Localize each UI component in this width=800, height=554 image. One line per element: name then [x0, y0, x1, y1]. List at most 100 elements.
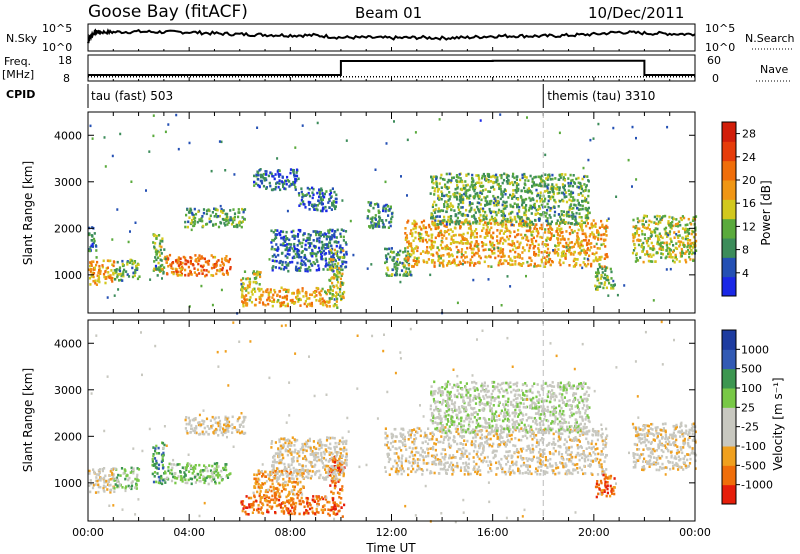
data-cell — [117, 288, 120, 291]
data-cell — [584, 234, 587, 238]
data-cell — [390, 273, 394, 276]
data-cell — [589, 138, 592, 142]
data-cell — [339, 282, 342, 286]
data-cell — [209, 214, 212, 218]
data-cell — [511, 197, 514, 200]
data-cell — [632, 218, 635, 222]
data-cell — [637, 243, 641, 247]
data-cell — [242, 277, 245, 280]
data-cell — [692, 259, 695, 262]
data-cell — [535, 264, 538, 268]
data-cell — [446, 252, 449, 256]
data-cell — [443, 218, 446, 222]
data-cell — [288, 247, 291, 250]
data-cell — [474, 242, 477, 246]
data-cell — [193, 224, 196, 227]
data-cell — [225, 269, 229, 273]
data-cell — [167, 257, 170, 260]
data-cell — [191, 467, 195, 471]
data-cell — [278, 179, 281, 182]
data-cell — [563, 195, 566, 199]
data-cell — [494, 256, 497, 260]
data-cell — [682, 243, 685, 247]
data-cell — [284, 261, 287, 264]
data-cell — [264, 475, 267, 478]
data-cell — [395, 273, 398, 276]
ytick-label: 3000 — [54, 176, 82, 189]
data-cell — [181, 267, 184, 270]
data-cell — [539, 182, 542, 185]
data-cell — [457, 203, 460, 206]
data-cell — [601, 267, 604, 271]
data-cell — [315, 507, 318, 511]
data-cell — [546, 255, 549, 258]
data-cell — [406, 255, 410, 259]
data-cell — [664, 226, 668, 230]
data-cell — [523, 222, 526, 225]
data-cell — [434, 225, 437, 228]
data-cell — [440, 173, 443, 177]
data-cell — [509, 243, 512, 246]
data-cell — [456, 251, 459, 254]
data-cell — [443, 215, 446, 219]
data-cell — [291, 298, 294, 302]
data-cell — [547, 230, 551, 233]
data-cell — [453, 226, 456, 230]
data-cell — [153, 233, 156, 237]
data-cell — [410, 229, 413, 232]
data-cell — [299, 304, 302, 307]
data-cell — [196, 478, 199, 482]
data-cell — [286, 243, 289, 246]
data-cell — [248, 285, 251, 289]
data-cell — [492, 231, 495, 235]
data-cell — [156, 249, 159, 253]
data-cell — [546, 223, 549, 227]
data-cell — [239, 431, 242, 435]
data-cell — [334, 485, 337, 488]
data-cell — [572, 265, 575, 268]
data-cell — [259, 275, 262, 279]
data-cell — [109, 488, 112, 492]
data-cell — [227, 221, 230, 224]
data-cell — [302, 295, 305, 298]
data-cell — [537, 232, 540, 235]
data-cell — [445, 210, 448, 214]
colorbar-tick-label: 8 — [742, 244, 749, 257]
data-cell — [280, 510, 283, 513]
data-cell — [414, 236, 417, 240]
data-cell — [333, 273, 336, 276]
data-cell — [656, 234, 659, 238]
data-cell — [121, 279, 124, 282]
data-cell — [404, 232, 407, 235]
data-cell — [208, 427, 211, 430]
data-cell — [489, 243, 492, 246]
data-cell — [152, 464, 155, 467]
data-cell — [545, 258, 548, 262]
data-cell — [275, 182, 278, 185]
data-cell — [278, 169, 281, 173]
data-cell — [370, 263, 373, 266]
data-cell — [182, 467, 186, 470]
data-cell — [446, 246, 449, 249]
data-cell — [673, 231, 676, 234]
data-cell — [525, 176, 528, 179]
data-cell — [415, 225, 418, 229]
data-cell — [201, 432, 204, 436]
data-cell — [186, 431, 189, 435]
data-cell — [295, 174, 299, 178]
data-cell — [111, 238, 114, 241]
data-cell — [577, 181, 580, 184]
data-cell — [441, 221, 445, 225]
data-cell — [470, 206, 473, 210]
data-cell — [90, 239, 93, 242]
data-cell — [501, 194, 504, 197]
data-cell — [341, 485, 344, 488]
data-cell — [485, 214, 488, 217]
data-cell — [117, 273, 120, 276]
data-cell — [544, 197, 547, 201]
data-cell — [218, 474, 221, 477]
data-cell — [305, 509, 308, 512]
data-cell — [507, 262, 510, 265]
data-cell — [583, 257, 586, 260]
data-cell — [665, 241, 668, 244]
